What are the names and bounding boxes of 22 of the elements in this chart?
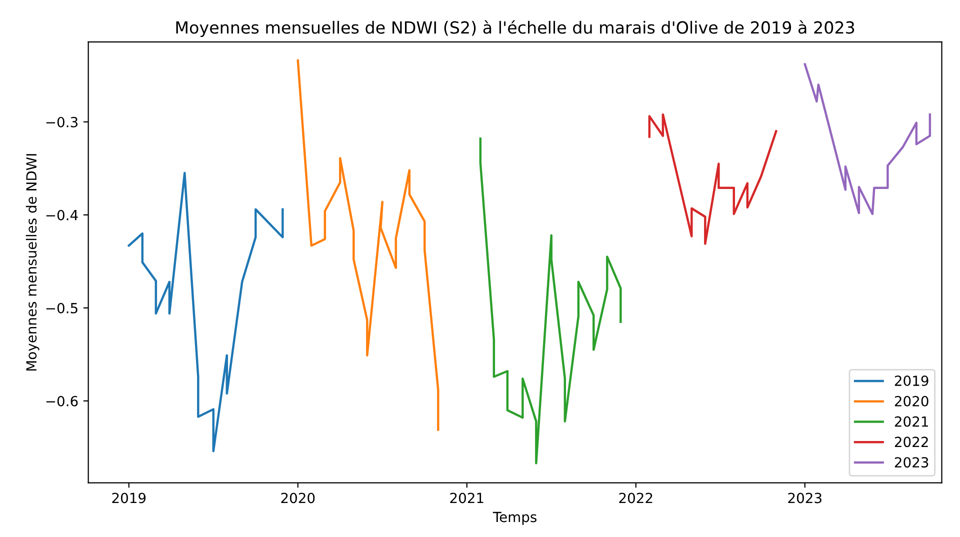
legend-label: 2021: [894, 416, 928, 427]
legend-label: 2020: [894, 396, 928, 406]
line-series: [296, 59, 440, 431]
x-tick-label: 2021: [450, 492, 484, 504]
x-tick-label: 2023: [788, 492, 822, 504]
chart-title: Moyennes mensuelles de NDWI (S2) à l'échelle du marais d'Olive de 2019 à 2023: [176, 20, 854, 38]
y-tick-label: −0.5: [46, 302, 78, 314]
line-series: [128, 172, 284, 452]
line-series: [804, 63, 932, 216]
legend-label: 2023: [894, 457, 928, 468]
x-axis-title: Temps: [492, 512, 536, 525]
y-tick-label: −0.3: [46, 116, 78, 128]
legend-label: 2019: [894, 376, 928, 386]
legend-label: 2022: [894, 436, 928, 448]
y-tick-label: −0.4: [46, 210, 78, 220]
line-series: [479, 138, 622, 464]
x-tick-label: 2020: [281, 492, 315, 504]
y-axis-title: Moyennes mensuelles de NDWI: [26, 154, 40, 371]
line-series: [648, 113, 778, 245]
y-tick-label: −0.6: [46, 396, 78, 406]
x-tick-label: 2019: [112, 492, 146, 504]
x-tick-label: 2022: [619, 492, 652, 504]
